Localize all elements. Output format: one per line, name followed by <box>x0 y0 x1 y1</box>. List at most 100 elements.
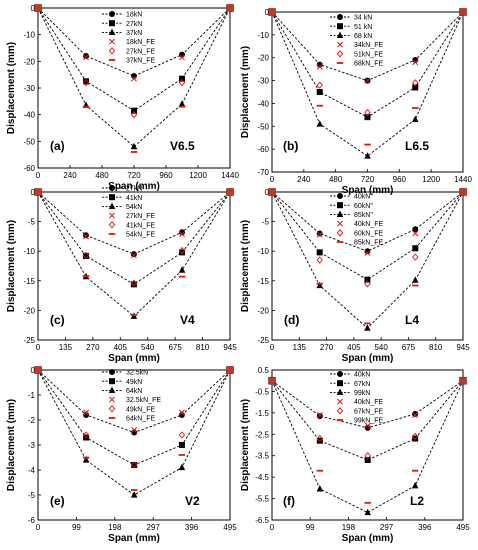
data-point <box>412 276 419 283</box>
legend-label: 34kN_FE <box>354 42 384 49</box>
data-point <box>82 251 90 260</box>
legend: 40kN" 60kN" 85kN" 40kN_FE 60kN_FE 85kN_FE <box>330 192 384 247</box>
panel-label: (f) <box>283 494 295 508</box>
data-point <box>364 108 371 117</box>
x-tick-label: 495 <box>223 523 237 532</box>
legend-label: 37kN <box>126 30 142 37</box>
y-tick-label: -5 <box>262 218 270 227</box>
x-tick-label: 945 <box>223 343 237 352</box>
data-point <box>130 73 137 80</box>
data-point <box>178 100 186 107</box>
legend: 34 kN 51 kN 68 kN 34kN_FE 51kN_FE 68kN_FE <box>330 13 384 68</box>
y-tick-label: -3.5 <box>255 452 269 461</box>
series-40kn- <box>271 191 464 255</box>
data-point <box>178 246 186 255</box>
data-point <box>411 481 419 489</box>
data-point <box>82 456 90 463</box>
x-tick-label: 99 <box>72 523 81 532</box>
x-axis-title: Span (mm) <box>342 353 394 364</box>
legend-label: 68 kN <box>354 33 372 40</box>
legend-label: 54kN <box>126 204 142 211</box>
plot-frame <box>37 191 231 341</box>
data-point <box>412 226 419 233</box>
data-point <box>412 412 419 418</box>
data-point <box>131 461 138 468</box>
data-point <box>364 280 371 288</box>
data-point <box>364 114 371 121</box>
legend-label: 64kN <box>126 388 142 395</box>
y-tick-label: -60 <box>257 145 269 154</box>
y-axis-title: Displacement (mm) <box>240 399 251 491</box>
y-tick-label: -50 <box>257 122 269 131</box>
x-tick-label: 675 <box>402 343 416 352</box>
data-point <box>83 409 90 416</box>
data-point <box>130 107 137 114</box>
legend-marker <box>336 192 343 199</box>
series-37kn-fe <box>82 105 186 153</box>
data-point <box>364 276 371 283</box>
legend-label: 60kN_FE <box>354 230 384 237</box>
data-point <box>130 491 138 498</box>
panel-label: (c) <box>50 313 65 327</box>
y-tick-label: -1 <box>28 391 36 400</box>
x-tick-label: 810 <box>196 343 210 352</box>
legend-marker <box>336 229 344 237</box>
series-27kn-fe <box>82 231 186 259</box>
y-axis-title: Displacement (mm) <box>6 220 17 312</box>
y-tick-label: -25 <box>23 336 35 345</box>
x-tick-label: 1200 <box>422 175 440 184</box>
x-tick-label: 297 <box>380 523 394 532</box>
legend-marker <box>108 28 116 35</box>
left-support-marker <box>268 8 276 16</box>
y-tick-label: -20 <box>257 306 269 315</box>
data-point <box>412 253 419 261</box>
x-tick-label: 270 <box>320 343 334 352</box>
data-point <box>82 233 89 240</box>
data-point <box>130 281 137 288</box>
data-point <box>412 79 419 87</box>
x-tick-label: 297 <box>147 523 161 532</box>
legend-marker <box>109 20 116 27</box>
x-tick-label: 540 <box>374 343 388 352</box>
x-axis-title: Span (mm) <box>342 533 394 544</box>
legend-marker <box>109 212 115 219</box>
legend-label: 51 kN <box>354 24 372 31</box>
y-tick-label: 0 <box>265 188 270 197</box>
data-point <box>364 152 371 159</box>
series-32.5kn-fe <box>83 409 185 433</box>
x-tick-label: 0 <box>270 343 275 352</box>
data-point <box>364 324 371 331</box>
y-tick-label: -10 <box>257 247 269 256</box>
y-tick-label: -5 <box>28 491 36 500</box>
data-point <box>316 434 324 443</box>
x-tick-label: 720 <box>127 171 141 180</box>
x-tick-label: 1440 <box>221 171 239 180</box>
data-point <box>364 508 371 516</box>
legend-marker <box>336 407 344 415</box>
data-point <box>83 54 89 61</box>
right-support-marker <box>459 188 467 196</box>
specimen-label: V6.5 <box>170 139 195 153</box>
data-point <box>178 78 186 87</box>
legend-label: 99kN_FE <box>354 418 384 425</box>
data-point <box>316 249 323 256</box>
y-tick-label: -3 <box>28 441 36 450</box>
specimen-label: V4 <box>180 313 195 327</box>
panel-label: (a) <box>50 139 65 153</box>
legend-label: 85kN" <box>354 212 373 219</box>
y-tick-label: -5.5 <box>255 495 269 504</box>
data-point <box>178 75 185 82</box>
series-27kn <box>37 191 231 258</box>
y-tick-label: -20 <box>23 306 35 315</box>
legend: 32.5kN 49kN 64kN 32.5kN_FE 49kN_FE 64kN_FE <box>102 368 161 423</box>
panel-label: (b) <box>283 139 298 153</box>
data-point <box>316 120 323 127</box>
data-point <box>179 229 186 236</box>
right-support-marker <box>459 376 467 385</box>
y-tick-label: -50 <box>23 137 35 146</box>
data-point <box>412 410 419 417</box>
data-point <box>178 441 185 448</box>
legend-label: 27kN <box>126 21 142 28</box>
legend-label: 32.5kN_FE <box>126 397 161 404</box>
data-point <box>130 461 138 469</box>
